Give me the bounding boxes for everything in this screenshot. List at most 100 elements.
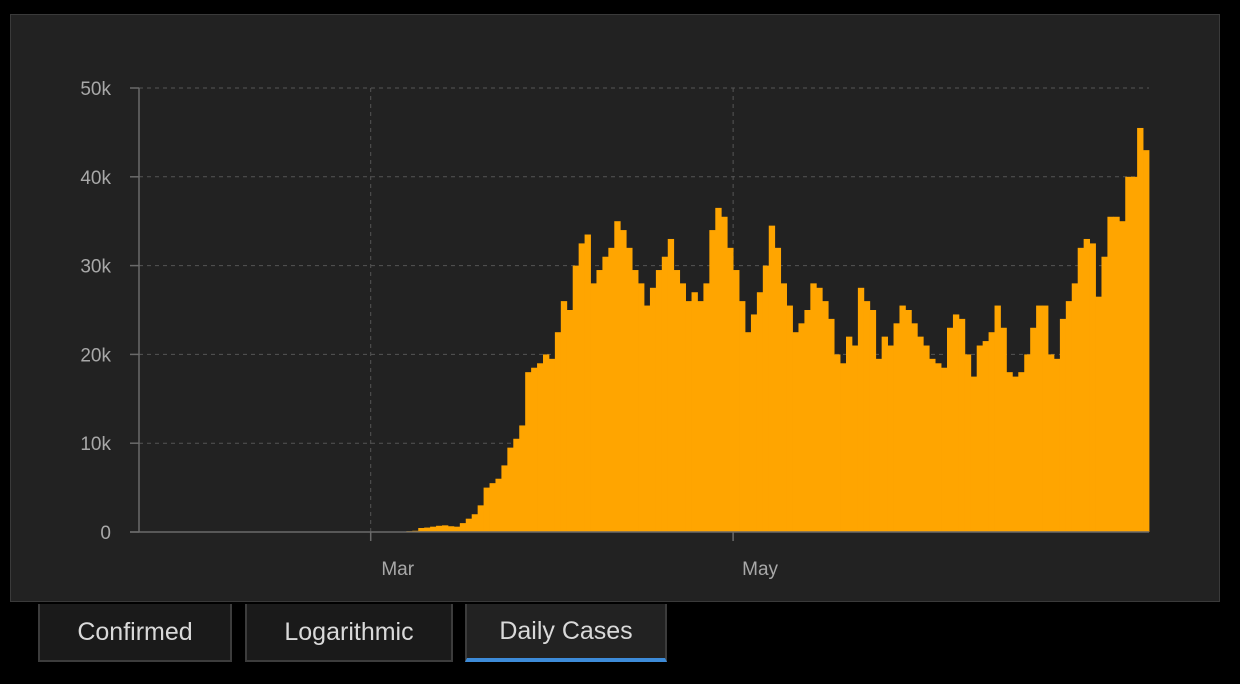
daily-cases-bar [1048,354,1055,532]
daily-cases-bar [863,301,871,532]
daily-cases-bar [846,336,853,532]
tab-daily-cases[interactable]: Daily Cases [465,604,667,662]
tab-logarithmic-label: Logarithmic [284,617,414,646]
y-tick-label: 10k [80,434,111,455]
daily-cases-bar [976,345,984,532]
daily-cases-bar [857,287,865,532]
daily-cases-bar [655,270,663,532]
daily-cases-bar [887,345,894,532]
daily-cases-bar [548,358,556,532]
daily-cases-bar [994,305,1001,532]
daily-cases-bar [917,336,924,532]
daily-cases-bar [465,518,473,532]
daily-cases-bar [822,301,829,532]
daily-cases-bar [905,310,912,532]
daily-cases-bar [792,332,799,532]
daily-cases-bar [970,376,978,532]
daily-cases-bar [638,283,645,532]
daily-cases-bar [442,525,449,532]
daily-cases-bar [418,528,425,532]
y-tick-label: 20k [80,345,111,366]
daily-cases-bar [578,243,585,532]
daily-cases-bar [1107,216,1114,532]
daily-cases-bar [632,270,639,532]
daily-cases-bar [697,301,704,532]
daily-cases-bar [554,332,562,532]
daily-cases-bar [1018,372,1025,532]
daily-cases-bar [501,465,508,532]
daily-cases-bar [471,514,479,532]
daily-cases-bar [768,225,776,532]
daily-cases-bar [1077,247,1085,532]
daily-cases-bar [881,336,888,532]
y-tick-label: 40k [80,168,111,189]
daily-cases-bar [531,367,538,532]
daily-cases-bar [560,301,568,532]
daily-cases-bar [525,372,532,532]
daily-cases-bar [798,323,805,532]
daily-cases-bar [614,221,621,532]
y-tick-label: 50k [80,79,111,100]
daily-cases-bar [495,478,502,532]
tab-daily-cases-label: Daily Cases [499,616,633,645]
daily-cases-bar [1131,176,1138,533]
daily-cases-bar [447,526,455,532]
daily-cases-bar [786,305,793,532]
daily-cases-bar [1012,376,1019,532]
daily-cases-bar [703,283,710,532]
daily-cases-bar [1071,283,1079,532]
daily-cases-bar [602,256,609,532]
daily-cases-bar [875,358,883,532]
daily-cases-bar [780,283,787,532]
daily-cases-bar [620,230,627,532]
daily-cases-bar [477,505,484,532]
daily-cases-bar [572,265,580,532]
daily-cases-bar [952,314,960,532]
daily-cases-bar [988,332,995,532]
daily-cases-bar [596,270,603,532]
daily-cases-bar [1036,305,1043,532]
daily-cases-bar [1095,296,1102,532]
daily-cases-bar [1030,327,1037,532]
daily-cases-bar [1101,256,1108,532]
daily-cases-bar [1006,372,1013,532]
tab-logarithmic[interactable]: Logarithmic [245,604,453,662]
daily-cases-bar [667,238,675,532]
daily-cases-bar [453,526,461,532]
y-tick-label: 0 [100,523,111,544]
daily-cases-bar [923,345,930,532]
daily-cases-bar [537,363,544,532]
daily-cases-bar [590,283,597,532]
daily-cases-bar [1119,221,1126,532]
daily-cases-bar [851,345,859,532]
daily-cases-chart: 0 10k 20k 30k 40k 50k Mar May [80,79,1150,580]
daily-cases-bar [1059,318,1067,532]
daily-cases-bar [1137,127,1144,533]
daily-cases-bar [649,287,657,532]
daily-cases-bar [715,207,722,532]
daily-cases-bar [733,270,740,532]
x-tick-label: May [742,559,778,580]
daily-cases-bar [828,318,835,532]
daily-cases-bar [1000,327,1007,532]
daily-cases-bar [816,287,823,532]
daily-cases-bar [513,438,520,532]
daily-cases-bar [935,363,942,532]
daily-cases-bar [489,483,496,532]
daily-cases-bar [1065,301,1073,532]
daily-cases-bar [644,305,651,532]
daily-cases-bar [893,323,900,532]
daily-cases-bar [745,332,752,532]
daily-cases-bar [679,283,686,532]
daily-cases-bar [709,230,716,532]
daily-cases-bar [756,292,764,532]
tab-confirmed[interactable]: Confirmed [38,604,232,662]
daily-cases-bar [507,447,514,532]
daily-cases-bar [543,354,550,532]
daily-cases-bar [424,527,431,532]
daily-cases-bar [430,526,437,532]
daily-cases-bar [911,323,918,532]
daily-cases-bar [584,234,591,532]
daily-cases-bar [626,247,633,532]
daily-cases-bar [519,425,526,532]
